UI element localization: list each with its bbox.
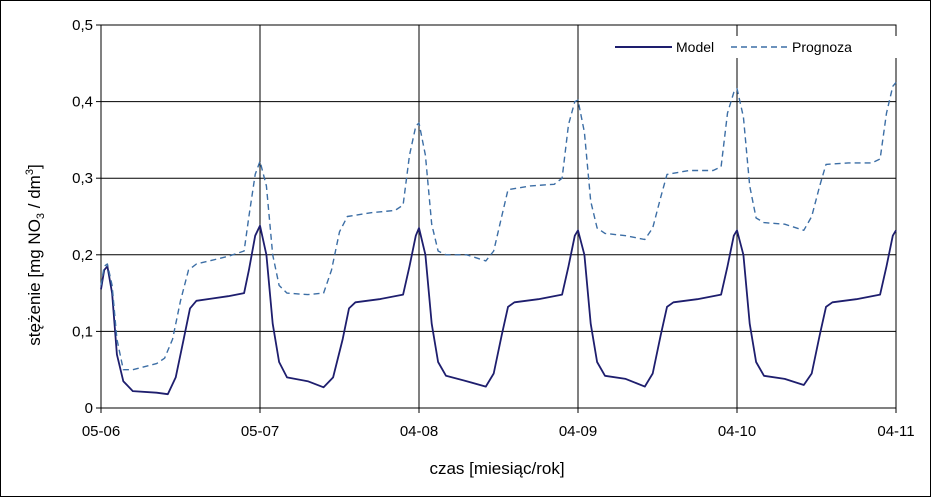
x-tick-label: 04-09 — [559, 423, 597, 440]
x-tick-labels: 05-06 05-07 04-08 04-09 04-10 04-11 — [82, 423, 915, 440]
x-tick-label: 05-06 — [82, 423, 120, 440]
series-line-prognoza — [100, 81, 897, 371]
y-tick-label: 0,1 — [72, 323, 93, 340]
legend-background — [608, 36, 908, 58]
series-line-model — [100, 224, 897, 396]
y-tick-labels: 0 0,1 0,2 0,3 0,4 0,5 — [72, 17, 93, 417]
y-axis-label-end: ] — [25, 164, 44, 169]
legend-model-label: Model — [676, 39, 714, 55]
y-axis-label-mid: / dm — [25, 175, 44, 213]
x-axis-label: czas [miesiąc/rok] — [429, 459, 564, 478]
x-tick-label: 04-10 — [718, 423, 756, 440]
y-tick-label: 0 — [85, 400, 93, 417]
x-tick-label: 04-11 — [877, 423, 914, 440]
y-tick-label: 0,4 — [72, 94, 93, 111]
y-axis-label-sup: 3 — [24, 169, 36, 175]
y-axis-label: stężenie [mg NO3 / dm3] — [24, 164, 47, 345]
grid — [96, 24, 897, 413]
y-tick-label: 0,2 — [72, 247, 93, 264]
y-tick-label: 0,3 — [72, 170, 93, 187]
legend: Model Prognoza — [608, 36, 908, 58]
x-tick-label: 05-07 — [241, 423, 279, 440]
y-axis-label-sub: 3 — [35, 213, 47, 219]
series-group — [100, 81, 897, 396]
y-tick-label: 0,5 — [72, 17, 93, 34]
y-axis-label-main: stężenie [mg NO — [25, 219, 44, 346]
x-tick-label: 04-08 — [400, 423, 438, 440]
legend-prognoza-label: Prognoza — [792, 39, 852, 55]
